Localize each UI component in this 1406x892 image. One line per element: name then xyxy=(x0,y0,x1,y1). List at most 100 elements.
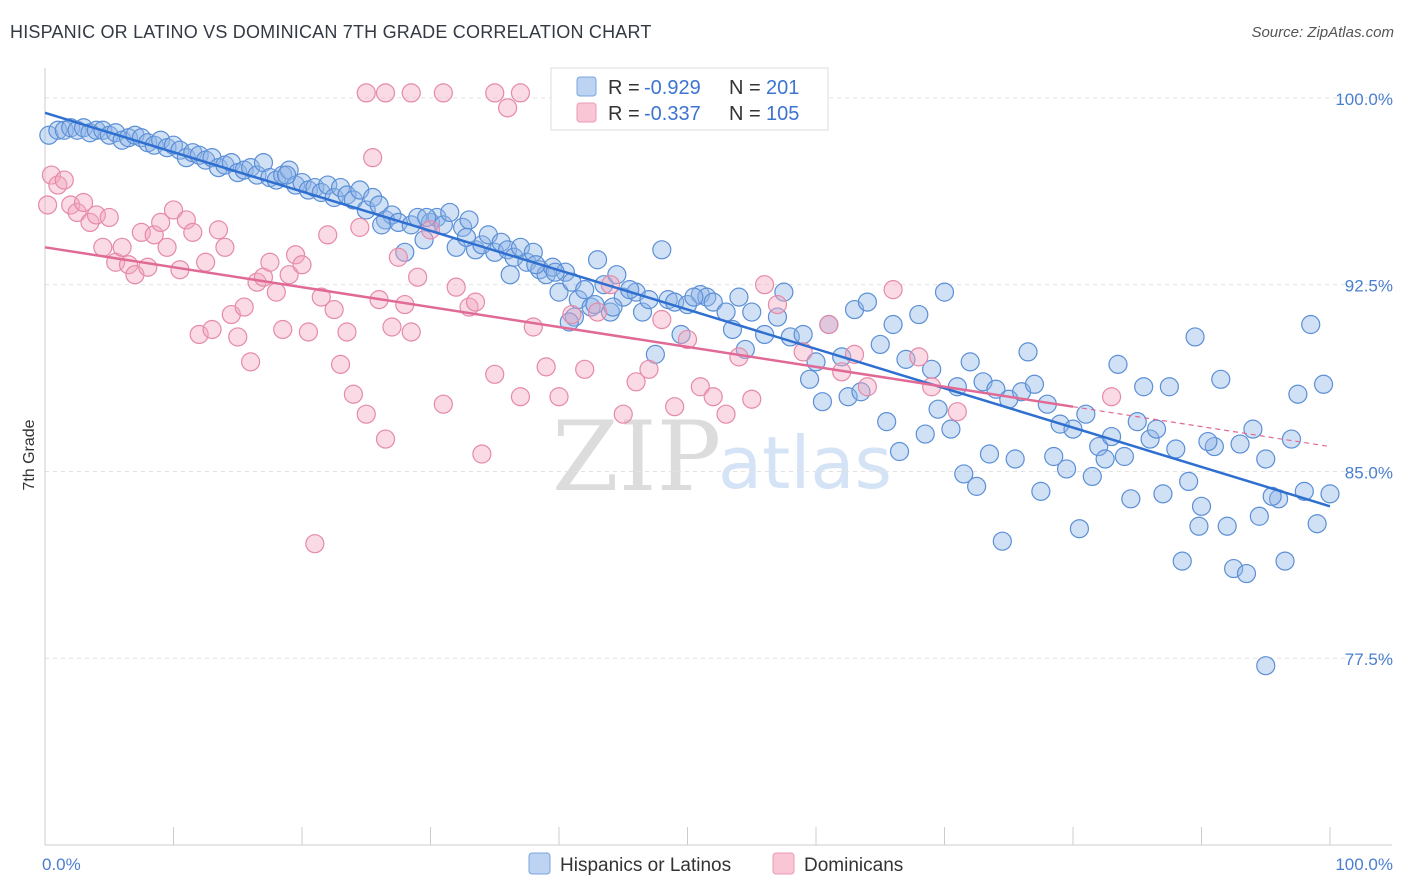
point-1-79 xyxy=(677,329,698,350)
point-1-43 xyxy=(311,287,331,307)
point-1-48 xyxy=(343,384,363,404)
point-1-76 xyxy=(639,359,659,379)
gridlines xyxy=(45,97,1392,659)
point-1-41 xyxy=(298,322,319,342)
point-0-65 xyxy=(459,210,479,230)
point-0-88 xyxy=(607,265,627,285)
point-0-170 xyxy=(1146,419,1167,439)
point-1-39 xyxy=(285,245,306,265)
legend-swatch-hispanic xyxy=(576,76,597,97)
point-0-140 xyxy=(1204,436,1224,457)
point-1-31 xyxy=(234,297,254,317)
point-0-163 xyxy=(1056,459,1077,479)
point-0-103 xyxy=(729,287,749,307)
point-1-99 xyxy=(433,83,453,103)
point-1-24 xyxy=(189,324,209,345)
point-1-45 xyxy=(324,299,344,320)
point-0-151 xyxy=(799,369,820,389)
point-0-138 xyxy=(1179,471,1199,492)
trendline-dominican-extension xyxy=(1072,406,1331,448)
bottom-legend-swatch-hispanic xyxy=(528,852,551,875)
point-1-60 xyxy=(433,394,453,414)
point-1-38 xyxy=(279,265,299,285)
point-1-37 xyxy=(273,319,293,340)
point-0-188 xyxy=(851,382,871,402)
point-0-100 xyxy=(703,292,723,312)
point-1-100 xyxy=(485,83,505,103)
point-0-85 xyxy=(587,250,608,270)
point-0-113 xyxy=(857,292,878,312)
y-tick-label-3: 77.5% xyxy=(1345,650,1393,669)
legend-n-value-hispanic: 201 xyxy=(766,77,799,99)
point-0-45 xyxy=(330,177,351,198)
point-0-60 xyxy=(427,207,447,228)
point-1-25 xyxy=(196,252,216,272)
point-0-160 xyxy=(1018,342,1038,362)
legend-n-label-dominican: N = xyxy=(729,103,761,125)
point-0-176 xyxy=(1224,558,1244,579)
point-0-189 xyxy=(812,392,833,412)
point-1-63 xyxy=(472,444,492,464)
point-1-75 xyxy=(626,372,646,392)
point-0-55 xyxy=(395,242,415,262)
bottom-legend-swatch-dominican xyxy=(772,852,795,875)
point-1-88 xyxy=(819,314,839,335)
point-1-101 xyxy=(510,83,531,103)
trend-layer xyxy=(44,111,1331,508)
point-1-71 xyxy=(575,359,595,379)
point-0-143 xyxy=(1243,419,1263,439)
chart-source: Source: ZipAtlas.com xyxy=(1251,24,1394,41)
legend-swatch-dominican xyxy=(576,102,597,123)
trendline-hispanic xyxy=(44,111,1331,508)
series-1 xyxy=(37,83,1122,554)
point-1-16 xyxy=(138,257,158,277)
point-0-64 xyxy=(453,217,473,237)
point-1-20 xyxy=(163,200,184,220)
top-legend-box xyxy=(550,67,829,131)
point-0-200 xyxy=(417,207,437,228)
point-1-70 xyxy=(562,304,582,325)
point-0-141 xyxy=(1217,516,1237,536)
legend-r-label-hispanic: R = xyxy=(608,77,640,99)
point-1-10 xyxy=(99,207,119,228)
point-0-178 xyxy=(1249,506,1269,526)
series-0 xyxy=(39,118,1340,676)
point-0-108 xyxy=(793,324,813,345)
point-1-57 xyxy=(401,322,421,342)
point-0-166 xyxy=(1095,449,1115,469)
point-0-89 xyxy=(613,287,633,307)
point-1-85 xyxy=(754,275,775,295)
bottom-legend-label-dominican: Dominicans xyxy=(804,855,903,876)
point-0-83 xyxy=(575,280,595,300)
point-1-23 xyxy=(183,222,203,242)
point-1-6 xyxy=(73,192,94,213)
point-1-67 xyxy=(523,317,543,337)
point-0-0 xyxy=(39,125,59,145)
point-0-144 xyxy=(1256,449,1276,469)
point-1-44 xyxy=(318,225,338,245)
point-0-131 xyxy=(1089,436,1109,457)
point-1-65 xyxy=(498,98,518,118)
point-0-184 xyxy=(1256,656,1276,676)
bottom-legend-label-hispanic: Hispanics or Latinos xyxy=(560,855,731,876)
point-0-181 xyxy=(1288,384,1308,404)
point-1-69 xyxy=(549,387,569,407)
point-0-202 xyxy=(500,265,520,285)
point-0-174 xyxy=(1198,431,1218,452)
point-0-91 xyxy=(632,302,653,322)
point-1-81 xyxy=(703,387,723,407)
point-0-149 xyxy=(1320,484,1340,504)
point-0-153 xyxy=(877,412,897,432)
y-axis-label: 7th Grade xyxy=(21,419,38,490)
point-1-55 xyxy=(388,247,408,267)
point-0-192 xyxy=(684,287,704,307)
point-0-154 xyxy=(915,424,935,444)
point-0-180 xyxy=(1275,551,1295,571)
axes xyxy=(44,68,1392,846)
point-1-74 xyxy=(613,404,633,424)
bottom-legend: Hispanics or Latinos Dominicans xyxy=(528,852,903,876)
point-0-117 xyxy=(909,304,929,325)
point-0-159 xyxy=(1005,449,1025,469)
point-0-62 xyxy=(440,202,460,223)
point-1-50 xyxy=(356,404,376,424)
